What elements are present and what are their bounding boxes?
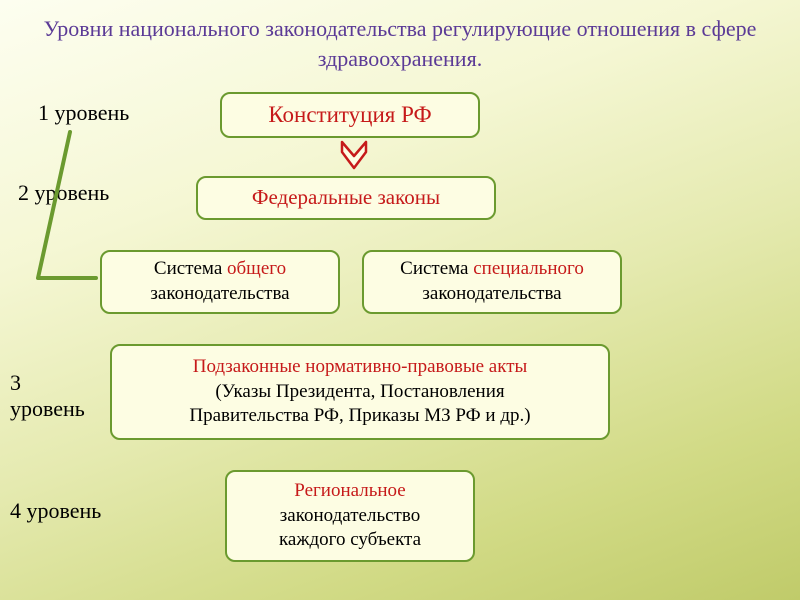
level-1-label: 1 уровень [38,100,129,126]
box-general-line2: законодательства [150,282,289,307]
box-regional-line1: Региональное [294,479,405,504]
box-special-line1: Система специального [400,257,584,282]
box-constitution: Конституция РФ [220,92,480,138]
box-sublegal-line3: Правительства РФ, Приказы МЗ РФ и др.) [189,404,530,429]
level-4-label: 4 уровень [10,498,101,524]
box-sublegal-line2: (Указы Президента, Постановления [215,380,504,405]
box-sublegal-acts: Подзаконные нормативно-правовые акты (Ук… [110,344,610,440]
box-regional-line3: каждого субъекта [279,528,421,553]
box-special-line2: законодательства [422,282,561,307]
level-2-label: 2 уровень [18,180,109,206]
box-general-line1: Система общего [154,257,286,282]
level-3-label: 3уровень [10,370,100,422]
box-general-legislation: Система общего законодательства [100,250,340,314]
page-title: Уровни национального законодательства ре… [0,14,800,73]
box-regional-line2: законодательство [280,504,420,529]
arrow-down-icon [340,140,368,170]
box-federal-laws: Федеральные законы [196,176,496,220]
box-regional-legislation: Региональное законодательство каждого су… [225,470,475,562]
box-sublegal-line1: Подзаконные нормативно-правовые акты [193,355,528,380]
box-special-legislation: Система специального законодательства [362,250,622,314]
box-constitution-text: Конституция РФ [268,100,431,130]
box-federal-text: Федеральные законы [252,184,440,211]
